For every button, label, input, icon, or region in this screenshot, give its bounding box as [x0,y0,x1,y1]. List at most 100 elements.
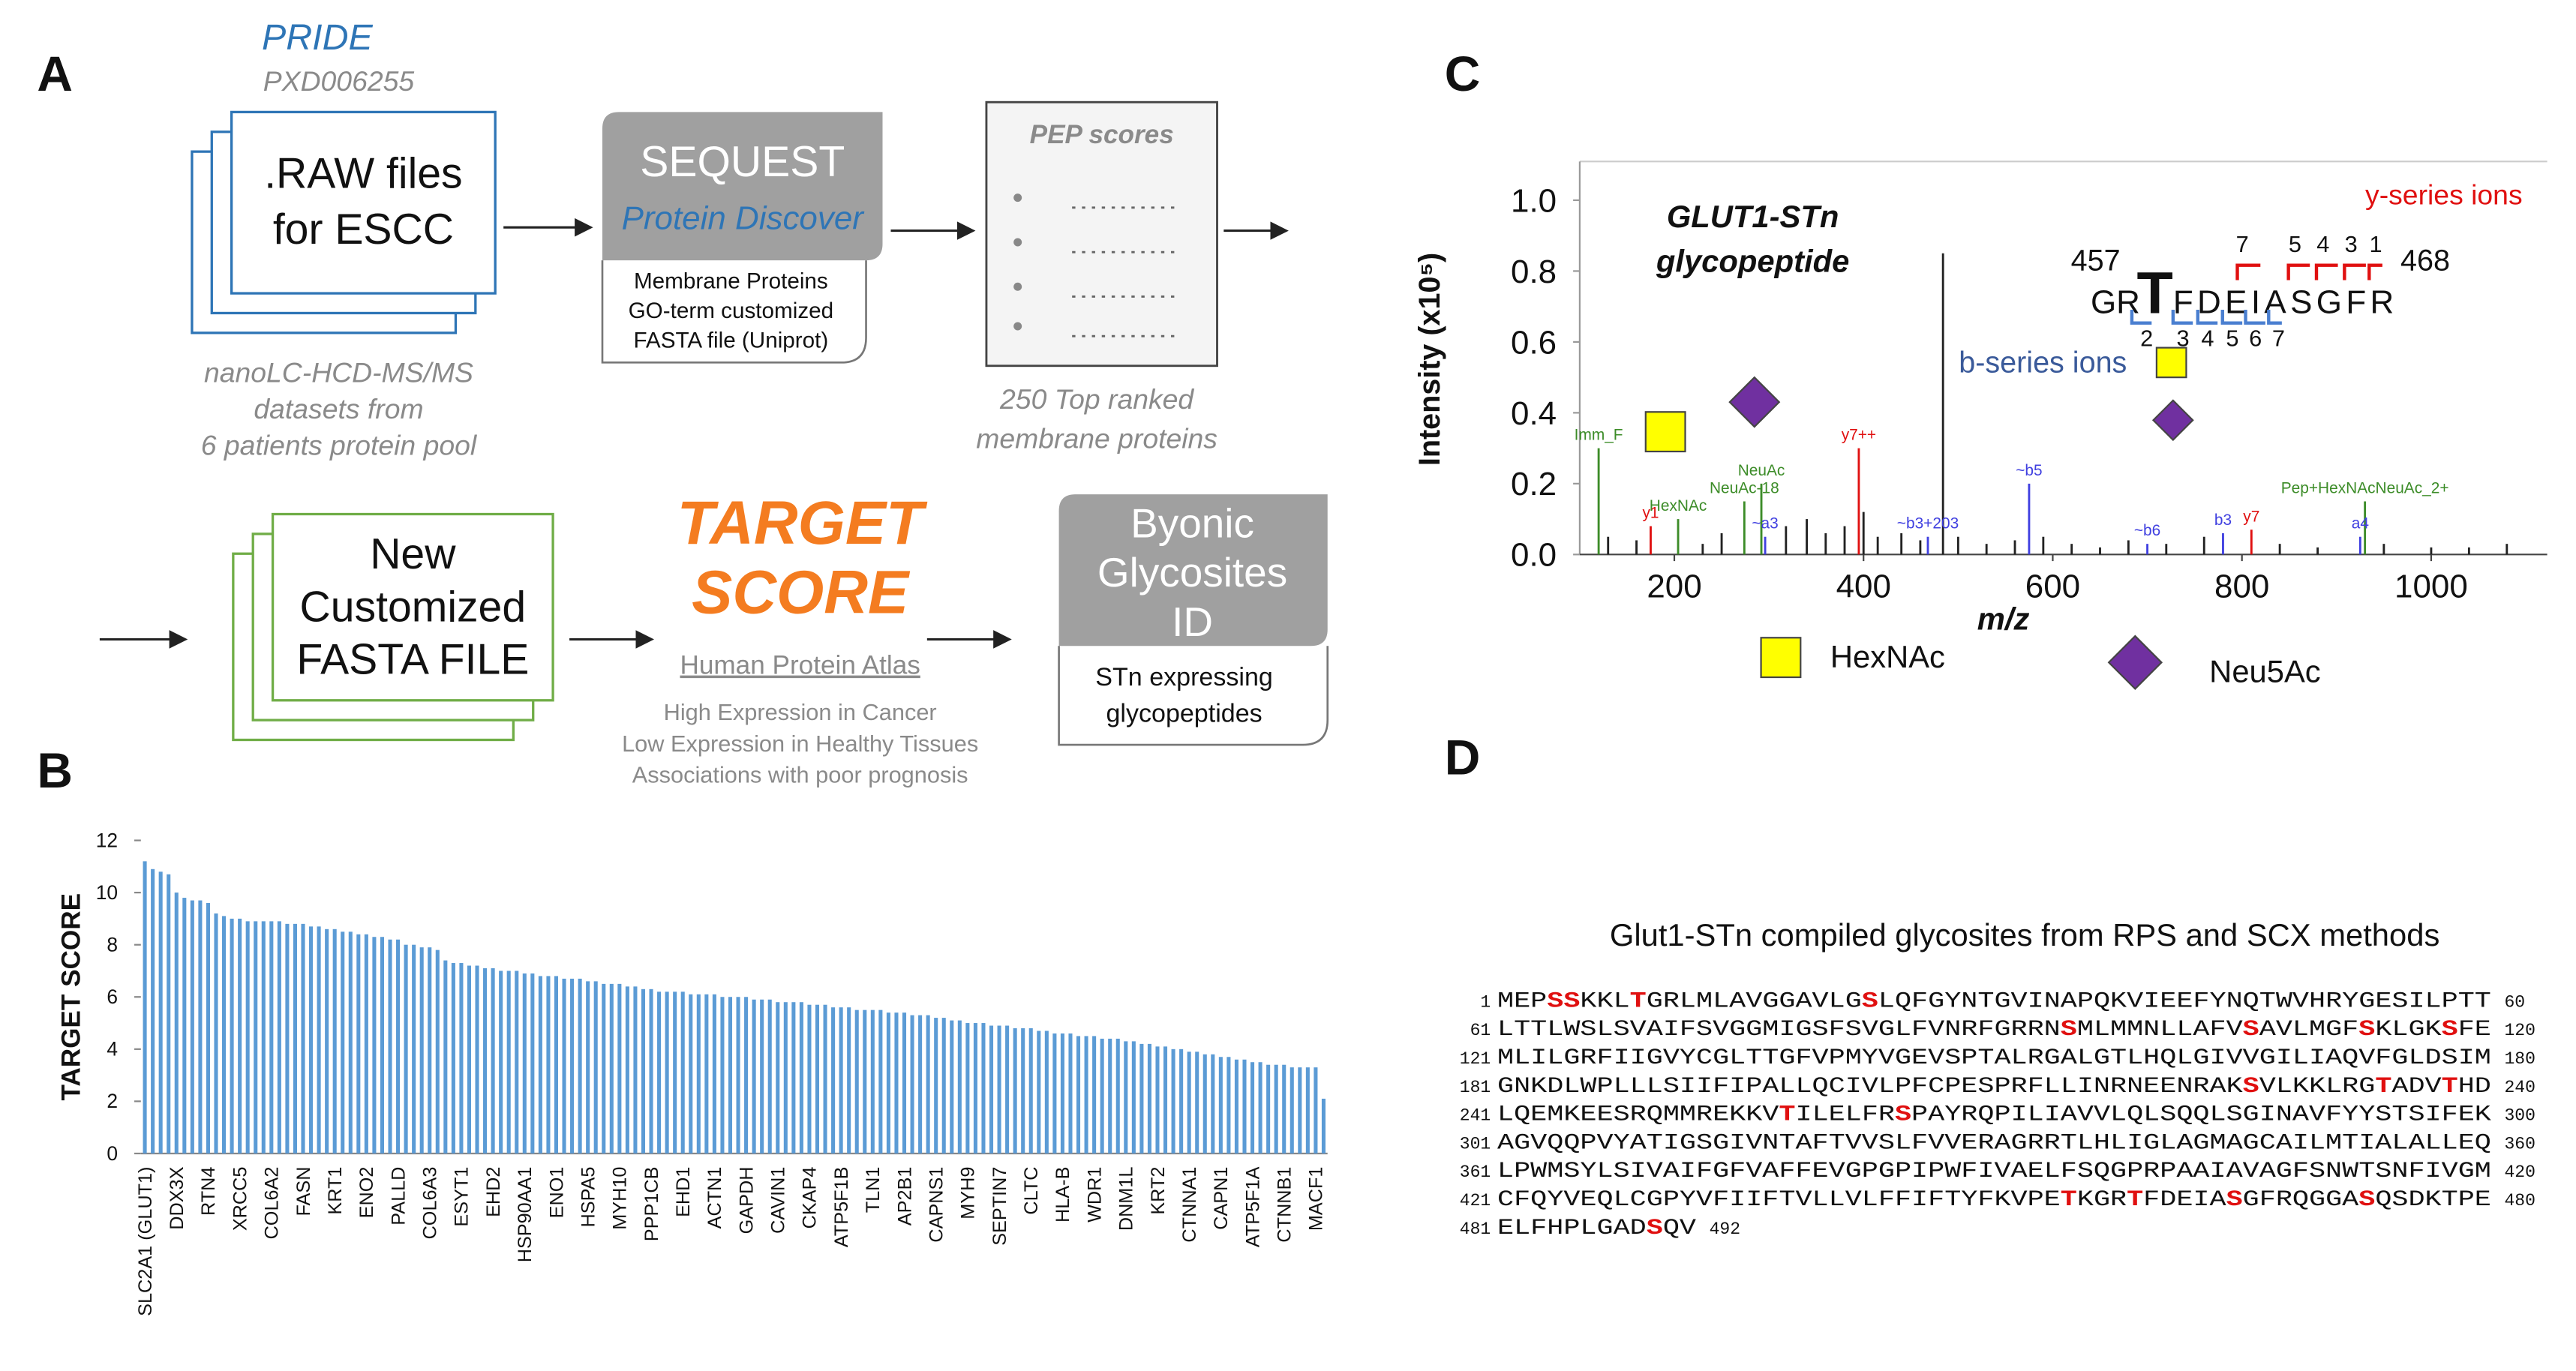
bar [1115,1038,1120,1154]
sequence-line: ELFHPLGAD S QV [1497,1215,1696,1240]
bar [1060,1033,1064,1154]
x-tick-label: 800 [2214,568,2269,604]
peak-label: ~b6 [2134,522,2160,539]
peak-label: y7++ [1842,427,1876,444]
bar [451,963,455,1154]
bar [1108,1038,1112,1154]
peak-label: Imm_F [1575,427,1623,444]
stack-box [271,512,554,702]
residue-number: 480 [2504,1191,2535,1210]
y-ion: 7 [2236,231,2249,257]
x-tick-label: RTN4 [198,1167,219,1216]
bar [1321,1098,1326,1154]
sequence: MEP [1497,988,1547,1013]
bar [783,1002,788,1154]
box-title: Glycosites [1097,549,1287,596]
bar [269,921,274,1154]
sequence: LQEMKEESRQMMREKKV [1497,1102,1779,1127]
sequence: GRLMLAVGGAVLG [1647,988,1862,1013]
bar [404,944,408,1154]
bar [720,997,725,1154]
box-text: FASTA FILE [296,636,529,684]
bar [158,872,163,1154]
sequence: FE [2458,1016,2491,1042]
glycosite: S [2243,1073,2259,1099]
bar [799,1002,803,1154]
b-ion: 3 [2176,325,2189,351]
sequence: KKL [1580,988,1629,1013]
y-tick-label: 12 [96,829,118,851]
bar [182,898,187,1154]
bar [665,992,669,1154]
box-text: FASTA file (Uniprot) [633,328,828,353]
bar [965,1023,970,1154]
bar [491,968,495,1154]
sequence: LPWMSYLSIVAIFGFVAFFEVGPGPIPWFIVAELFSQGPR… [1497,1158,2491,1184]
x-axis-title: m/z [1977,601,2030,636]
bar [1211,1054,1215,1154]
bar [728,997,733,1154]
panel-a: PRIDE PXD006255 .RAW files for ESCC nano… [99,17,1329,788]
x-tick-label: MYH9 [958,1167,979,1220]
bar [230,918,234,1154]
bar [1092,1036,1097,1154]
bar [894,1012,899,1154]
peptide-site: T [2137,259,2173,326]
box-header [602,112,883,261]
box-title: SEQUEST [640,138,845,186]
bar [151,868,155,1154]
bar [997,1025,1001,1154]
source-id: PXD006255 [263,65,415,97]
x-tick-label: KRT2 [1148,1167,1169,1215]
residue-number: 60 [2504,992,2525,1012]
bar [863,1010,867,1154]
bar [712,994,716,1154]
x-tick-label: CTNNB1 [1274,1167,1296,1243]
x-tick-label: CKAP4 [800,1167,821,1229]
bar [878,1010,883,1154]
residue-number: 421 [1460,1191,1491,1210]
bar [254,921,258,1154]
x-tick-label: ACTN1 [704,1167,725,1229]
bar [1202,1054,1207,1154]
box-text: glycopeptides [1106,699,1262,728]
residue-number: 420 [2504,1162,2535,1182]
residue-number: 481 [1460,1220,1491,1239]
bar [593,981,598,1154]
box-text: .RAW files [264,149,462,197]
x-tick-label: COL6A2 [262,1167,283,1240]
x-tick-label: SLC2A1 (GLUT1) [135,1167,156,1316]
x-tick-label: ATP5F1A [1242,1166,1263,1247]
bar [174,892,179,1154]
glycosite: T [2127,1186,2143,1212]
bar [1068,1033,1073,1154]
bar [973,1023,977,1154]
peak-label: ~a3 [1752,515,1778,532]
sequence-line: CFQYVEQLCGPYVFIIFTVLLVLFFIFTYFKVPE T KGR T F… [1497,1186,2491,1212]
sequence: ELFHPLGAD [1497,1215,1647,1240]
bar [238,918,242,1154]
x-tick-label: DDX3X [167,1166,188,1229]
peak-label: y1 [1642,505,1659,522]
peptide-end: 468 [2400,244,2450,277]
residue-number: 120 [2504,1021,2535,1040]
bar [744,997,749,1154]
sequence-line: GNKDLWPLLLSIIFIPALLQCIVLPFCPESPRFLLINRNE… [1497,1073,2491,1099]
box-text: GO-term customized [629,298,834,323]
y-ion: 4 [2316,231,2329,257]
box-subtitle: Protein Discover [622,200,866,236]
bar [317,926,321,1154]
bar [950,1020,954,1154]
bar [459,963,464,1154]
neu5ac-symbol [1728,376,1781,428]
bar [957,1020,962,1154]
residue-number: 300 [2504,1106,2535,1126]
bar [428,947,432,1154]
sequence: KLGK [2375,1016,2442,1042]
box-title: PEP scores [1030,120,1174,149]
bar [886,1012,890,1154]
bar [301,923,305,1154]
bar [586,981,590,1154]
bar [657,992,662,1154]
